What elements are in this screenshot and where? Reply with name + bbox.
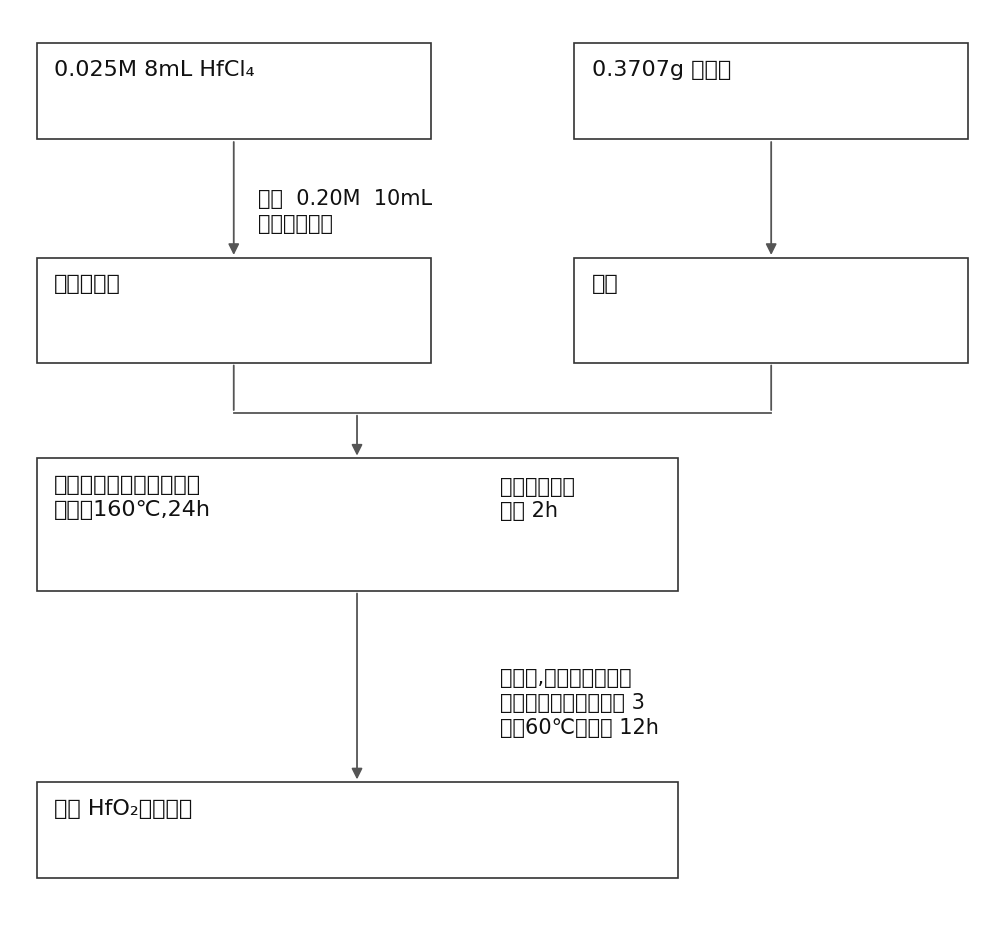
Text: 滴加  0.20M  10mL
氮氧化钓溶液: 滴加 0.20M 10mL 氮氧化钓溶液 bbox=[258, 189, 433, 234]
Text: 将上述混合液转移到反应
釜中，160℃,24h: 将上述混合液转移到反应 釜中，160℃,24h bbox=[54, 475, 211, 519]
Bar bbox=[37, 257, 431, 363]
Text: 前驱体溶液: 前驱体溶液 bbox=[54, 274, 121, 294]
Text: 得到 HfO₂纳米颗粒: 得到 HfO₂纳米颗粒 bbox=[54, 798, 193, 819]
Text: 0.3707g 十二胺: 0.3707g 十二胺 bbox=[592, 60, 731, 105]
Text: 常温下，磁力
搅拌 2h: 常温下，磁力 搅拌 2h bbox=[500, 477, 575, 521]
Text: 0.025M 8mL HfCl₄: 0.025M 8mL HfCl₄ bbox=[54, 60, 255, 80]
Bar bbox=[37, 458, 678, 591]
Text: 冷却后,用乙醇和去离子
水交替洗涂、离心反复 3
次，60℃下干燥 12h: 冷却后,用乙醇和去离子 水交替洗涂、离心反复 3 次，60℃下干燥 12h bbox=[500, 669, 659, 738]
Bar bbox=[574, 257, 968, 363]
Bar bbox=[37, 44, 431, 139]
Text: 溶液: 溶液 bbox=[592, 274, 618, 319]
Bar bbox=[574, 44, 968, 139]
Bar bbox=[37, 782, 678, 878]
